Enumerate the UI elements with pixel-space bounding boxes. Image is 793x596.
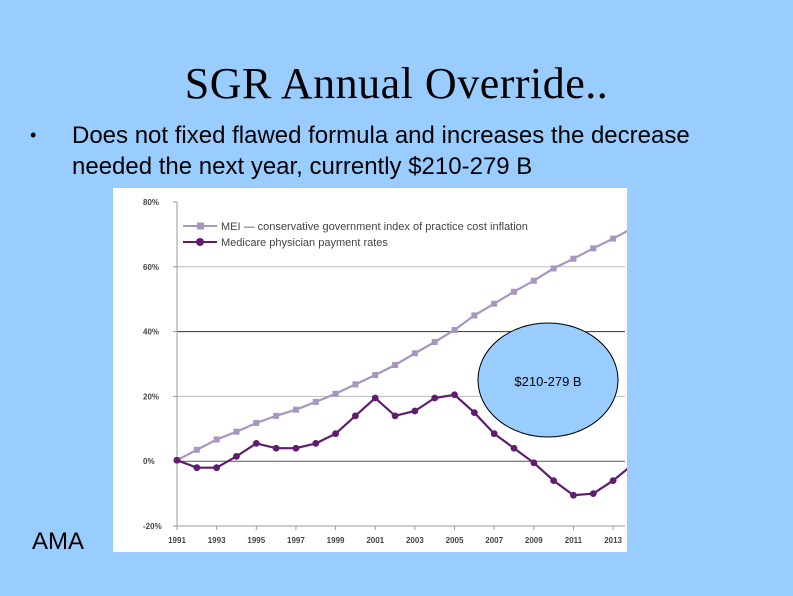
data-point [451, 391, 458, 399]
data-point [530, 459, 538, 467]
y-tick-label: 80% [143, 198, 159, 207]
legend-swatch-marker [197, 222, 204, 230]
data-point [173, 456, 181, 464]
y-tick-label: 60% [143, 263, 159, 272]
data-point [253, 419, 260, 426]
series-line [176, 229, 627, 462]
data-point [312, 398, 319, 405]
y-axis-ticks: -20% 0% 20% 40% 60% 80% [143, 198, 177, 531]
x-tick-label: 2001 [366, 536, 384, 545]
x-tick-label: 2009 [525, 536, 543, 545]
data-point [570, 255, 577, 262]
x-tick-label: 2005 [446, 536, 464, 545]
x-tick-label: 2007 [485, 536, 503, 545]
x-tick-label: 2011 [565, 536, 583, 545]
data-point [510, 444, 518, 452]
data-point [431, 338, 438, 345]
bullet-marker: • [30, 125, 37, 145]
data-point [332, 430, 339, 438]
data-point [411, 350, 418, 357]
x-tick-label: 1999 [327, 536, 345, 545]
legend-label: Medicare physician payment rates [221, 237, 388, 249]
series-mei [174, 229, 627, 464]
axes [176, 202, 625, 527]
x-tick-label: 1993 [208, 536, 226, 545]
x-axis-ticks: 1991 1993 1995 1997 1999 2001 2003 2005 2007 2009… [168, 526, 623, 545]
source-label: AMA [32, 528, 85, 555]
data-point [550, 477, 558, 485]
series-layer [173, 229, 627, 499]
data-point [273, 412, 280, 419]
data-point [193, 446, 200, 453]
data-point [233, 428, 240, 435]
data-point [292, 406, 299, 413]
x-tick-label: 1991 [168, 536, 186, 545]
data-point [431, 394, 439, 402]
y-tick-label: 20% [143, 392, 159, 401]
data-point [371, 394, 379, 402]
data-point [491, 300, 498, 307]
bullet-text: Does not fixed flawed formula and increa… [72, 122, 690, 180]
x-tick-label: 1995 [247, 536, 265, 545]
data-point [193, 464, 201, 472]
data-point [292, 444, 300, 452]
y-tick-label: 40% [143, 328, 159, 337]
data-point [451, 326, 458, 333]
annotation-bubble: $210-279 B [477, 322, 619, 438]
data-point [213, 436, 220, 443]
data-point [312, 439, 320, 447]
data-point [470, 409, 478, 416]
data-point [372, 372, 379, 379]
legend: MEI — conservative government index of p… [183, 221, 528, 249]
chart-container: -20% 0% 20% 40% 60% 80% 1991 1993 1995 1997 1999 2… [113, 188, 627, 552]
legend-item: MEI — conservative government index of p… [183, 221, 528, 233]
series-line [176, 393, 627, 497]
data-point [391, 412, 399, 420]
data-point [550, 265, 557, 272]
data-point [411, 407, 419, 415]
x-tick-label: 2003 [406, 536, 424, 545]
legend-swatch-marker [196, 238, 204, 246]
annotation: $210-279 B [477, 322, 619, 438]
data-point [590, 245, 597, 252]
data-point [471, 312, 478, 319]
x-tick-label: 2013 [604, 536, 622, 545]
data-point [609, 477, 617, 485]
series-medicare [173, 391, 627, 499]
annotation-ellipse [477, 322, 619, 438]
data-point [233, 452, 240, 460]
data-point [252, 439, 260, 447]
data-point [570, 491, 577, 499]
data-point [352, 381, 359, 388]
y-tick-label: -20% [143, 522, 162, 531]
data-point [392, 361, 399, 368]
data-point [530, 277, 537, 284]
data-point [589, 490, 597, 497]
data-point [332, 390, 339, 397]
legend-item: Medicare physician payment rates [183, 237, 388, 249]
data-point [510, 288, 517, 295]
data-point [352, 412, 359, 420]
data-point [213, 464, 221, 472]
x-tick-label: 1997 [287, 536, 305, 545]
slide-title: SGR Annual Override.. [184, 59, 609, 108]
legend-label: MEI — conservative government index of p… [221, 221, 528, 233]
data-point [490, 430, 498, 438]
line-chart: -20% 0% 20% 40% 60% 80% 1991 1993 1995 1997 1999 2… [143, 198, 627, 545]
y-tick-label: 0% [143, 457, 155, 466]
annotation-label: $210-279 B [514, 374, 581, 389]
data-point [610, 235, 617, 242]
data-point [272, 444, 280, 452]
